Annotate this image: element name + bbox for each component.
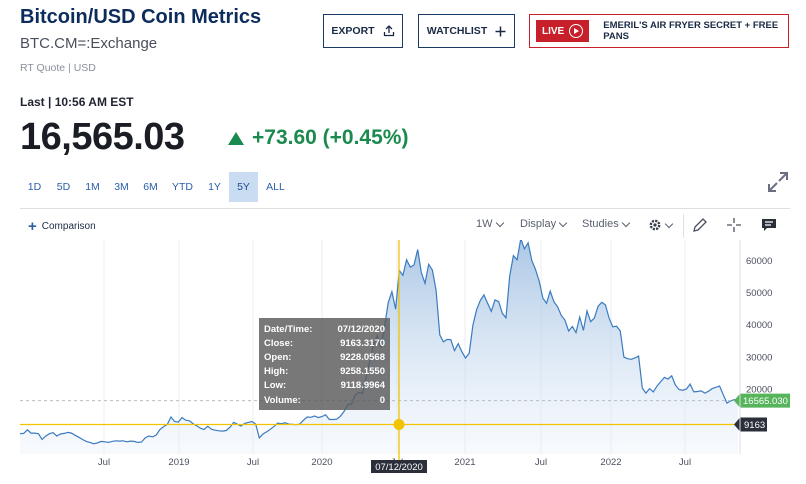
up-arrow-icon	[228, 131, 244, 145]
interval-dropdown[interactable]: 1W	[476, 218, 504, 230]
play-icon	[569, 24, 584, 38]
plus-icon: +	[28, 217, 37, 235]
y-tick-label: 20000	[746, 385, 772, 396]
chart-divider	[20, 208, 790, 209]
chevron-down-icon	[621, 218, 630, 227]
tooltip-row: Close: 9163.3170	[264, 336, 385, 350]
current-price-label: 16565.030	[743, 396, 788, 407]
page-title: Bitcoin/USD Coin Metrics	[20, 6, 262, 28]
symbol-label: BTC.CM=:Exchange	[20, 35, 158, 52]
watchlist-label: WATCHLIST	[426, 25, 488, 37]
chevron-down-icon	[664, 219, 674, 228]
expand-icon[interactable]	[766, 170, 790, 194]
tooltip-value: 9118.9964	[340, 380, 385, 392]
range-1y[interactable]: 1Y	[208, 181, 221, 193]
last-updated: Last | 10:56 AM EST	[20, 95, 134, 109]
time-range-selector: 1D 5D 1M 3M 6M YTD 1Y 5Y ALL	[20, 172, 293, 202]
tooltip-value: 9228.0568	[340, 351, 385, 363]
tooltip-label: Open:	[264, 351, 292, 363]
crosshair-date-label: 07/12/2020	[375, 462, 423, 473]
range-5d[interactable]: 5D	[56, 181, 71, 193]
chevron-down-icon	[495, 218, 504, 227]
comparison-label: Comparison	[41, 221, 96, 232]
price-chart[interactable]: Jul2019Jul2020Jul2021Jul2022Jul600005000…	[0, 240, 806, 484]
crosshair-icon[interactable]	[724, 215, 744, 235]
tooltip-value: 07/12/2020	[337, 323, 385, 335]
display-label: Display	[520, 218, 557, 230]
y-tick-label: 60000	[746, 256, 772, 267]
range-all[interactable]: ALL	[266, 181, 285, 193]
range-1d[interactable]: 1D	[27, 181, 42, 193]
tooltip-label: Volume:	[264, 394, 301, 406]
crosshair-value-tag	[734, 417, 767, 432]
ad-text: EMERIL'S AIR FRYER SECRET + FREE PANS	[603, 20, 779, 42]
x-tick-label: Jul	[247, 457, 259, 468]
current-price-tag	[734, 393, 790, 408]
export-label: EXPORT	[331, 25, 375, 37]
chevron-down-icon	[558, 218, 568, 227]
y-tick-label: 40000	[746, 320, 772, 331]
display-dropdown[interactable]: Display	[520, 218, 568, 230]
x-tick-label: Jul	[679, 457, 691, 468]
tooltip-row: Date/Time: 07/12/2020	[264, 322, 385, 336]
crosshair-value-label: 9163	[744, 420, 765, 431]
x-tick-label: 2021	[454, 457, 475, 468]
price-change: +73.60 (+0.45%)	[228, 126, 408, 150]
toolbar-divider	[683, 214, 684, 238]
tooltip-row: Open: 9228.0568	[264, 350, 385, 364]
plus-icon	[495, 26, 506, 36]
x-tick-label: 2020	[311, 457, 332, 468]
comment-icon[interactable]	[759, 215, 779, 235]
live-badge: LIVE	[536, 20, 590, 42]
y-tick-label: 30000	[746, 352, 772, 363]
tooltip-value: 9258.1550	[340, 366, 385, 378]
data-tooltip: Date/Time: 07/12/2020 Close: 9163.3170 Ope…	[259, 318, 390, 410]
settings-dropdown[interactable]	[648, 218, 674, 232]
crosshair-dot	[393, 418, 405, 430]
export-icon	[383, 25, 394, 37]
tooltip-row: Low: 9118.9964	[264, 379, 385, 393]
tooltip-label: Close:	[264, 337, 294, 349]
range-1m[interactable]: 1M	[85, 181, 100, 193]
range-5y[interactable]: 5Y	[229, 172, 258, 202]
x-tick-label: 2022	[600, 457, 621, 468]
x-tick-label: Jul	[98, 457, 110, 468]
tooltip-label: Date/Time:	[264, 323, 313, 335]
tooltip-row: High: 9258.1550	[264, 365, 385, 379]
tooltip-label: Low:	[264, 380, 287, 392]
tooltip-value: 9163.3170	[340, 337, 385, 349]
x-tick-label: Jul	[535, 457, 547, 468]
tooltip-value: 0	[379, 394, 385, 406]
quote-info: RT Quote | USD	[20, 62, 96, 74]
studies-dropdown[interactable]: Studies	[582, 218, 630, 230]
range-6m[interactable]: 6M	[143, 181, 158, 193]
watchlist-button[interactable]: WATCHLIST	[418, 14, 515, 48]
x-tick-label: 2019	[168, 457, 189, 468]
gear-icon	[649, 219, 661, 231]
range-ytd[interactable]: YTD	[172, 181, 193, 193]
tooltip-label: High:	[264, 366, 289, 378]
studies-label: Studies	[582, 218, 619, 230]
pencil-icon[interactable]	[690, 215, 710, 235]
y-tick-label: 50000	[746, 288, 772, 299]
live-ad-banner[interactable]: LIVE EMERIL'S AIR FRYER SECRET + FREE PA…	[529, 14, 789, 48]
export-button[interactable]: EXPORT	[323, 14, 403, 48]
live-label: LIVE	[542, 25, 565, 37]
price-change-value: +73.60 (+0.45%)	[252, 126, 409, 149]
range-3m[interactable]: 3M	[114, 181, 129, 193]
interval-label: 1W	[476, 218, 493, 230]
comparison-button[interactable]: + Comparison	[28, 217, 96, 235]
crosshair-date-tag	[371, 460, 427, 473]
last-price: 16,565.03	[20, 116, 185, 158]
tooltip-row: Volume: 0	[264, 393, 385, 407]
